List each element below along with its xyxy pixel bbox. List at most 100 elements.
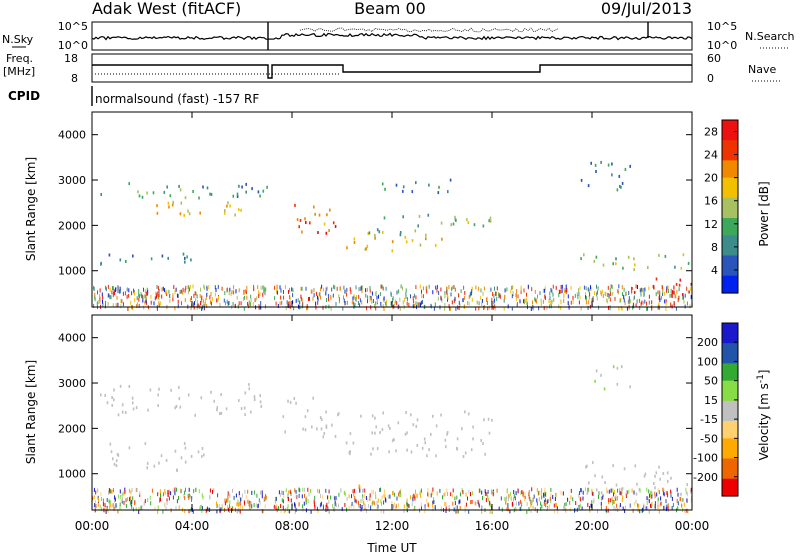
clutter-point: [524, 491, 526, 496]
clutter-point: [550, 488, 552, 492]
data-point: [388, 450, 390, 454]
data-point: [158, 387, 160, 391]
clutter-point: [319, 504, 321, 509]
clutter-point: [109, 488, 111, 493]
clutter-point: [164, 502, 166, 507]
clutter-point: [289, 287, 290, 292]
clutter-point: [200, 301, 202, 306]
data-point: [287, 399, 289, 403]
clutter-point: [150, 501, 152, 506]
colorbar-segment: [722, 472, 738, 477]
data-point: [259, 400, 262, 404]
clutter-point: [413, 493, 415, 498]
clutter-point: [159, 498, 161, 503]
clutter-point: [621, 498, 623, 503]
colorbar-segment: [722, 432, 738, 437]
clutter-point: [263, 496, 265, 501]
data-point: [368, 231, 371, 235]
clutter-point: [432, 487, 434, 492]
clutter-point: [330, 495, 332, 500]
clutter-point: [507, 503, 509, 507]
data-point: [675, 282, 678, 286]
data-point: [121, 403, 124, 407]
clutter-point: [420, 502, 422, 507]
data-point: [620, 487, 623, 491]
clutter-point: [463, 285, 465, 290]
clutter-point: [365, 496, 367, 500]
clutter-point: [193, 293, 195, 298]
clutter-point: [124, 291, 126, 296]
clutter-point: [179, 290, 181, 295]
clutter-point: [657, 501, 659, 505]
clutter-point: [131, 488, 133, 492]
clutter-point: [431, 491, 433, 496]
x-tick-label: 04:00: [175, 519, 210, 533]
clutter-point: [667, 503, 669, 508]
clutter-point: [131, 291, 133, 296]
clutter-point: [371, 291, 373, 296]
data-point: [306, 409, 309, 413]
clutter-point: [648, 286, 650, 291]
data-point: [174, 449, 177, 453]
clutter-point: [108, 499, 110, 504]
clutter-point: [651, 502, 653, 507]
clutter-point: [107, 509, 109, 514]
clutter-point: [658, 490, 660, 495]
nsky-panel-frame: [91, 21, 693, 51]
data-point: [428, 448, 430, 452]
clutter-point: [320, 295, 321, 300]
clutter-point: [626, 306, 628, 311]
data-point: [654, 486, 656, 490]
clutter-point: [541, 504, 543, 509]
clutter-point: [173, 285, 175, 290]
clutter-point: [585, 292, 587, 297]
clutter-point: [392, 491, 393, 495]
clutter-point: [306, 306, 307, 311]
data-point: [100, 193, 102, 196]
clutter-point: [609, 306, 611, 311]
clutter-point: [168, 490, 170, 495]
clutter-point: [350, 504, 352, 508]
data-point: [158, 461, 160, 465]
data-point: [615, 483, 618, 487]
clutter-point: [396, 290, 398, 295]
clutter-point: [618, 284, 620, 289]
clutter-point: [165, 506, 167, 511]
clutter-point: [655, 292, 657, 297]
clutter-point: [172, 297, 174, 302]
clutter-point: [509, 509, 511, 514]
clutter-point: [563, 298, 565, 303]
clutter-point: [258, 498, 260, 503]
clutter-point: [377, 504, 379, 509]
clutter-point: [303, 501, 305, 506]
data-point: [360, 414, 362, 418]
data-point: [317, 231, 319, 234]
clutter-point: [101, 292, 103, 297]
clutter-point: [295, 494, 297, 499]
clutter-point: [662, 292, 664, 296]
clutter-point: [187, 285, 189, 290]
clutter-point: [102, 502, 104, 507]
clutter-point: [150, 300, 152, 305]
clutter-point: [99, 504, 101, 509]
x-tick-label: 08:00: [275, 519, 310, 533]
clutter-point: [141, 294, 143, 299]
clutter-point: [460, 289, 462, 294]
clutter-point: [210, 301, 212, 306]
clutter-point: [640, 292, 642, 297]
clutter-point: [219, 302, 221, 307]
clutter-point: [193, 489, 195, 494]
clutter-point: [310, 509, 312, 514]
data-point: [167, 256, 169, 260]
clutter-point: [444, 291, 446, 295]
clutter-point: [94, 292, 96, 297]
clutter-point: [297, 298, 299, 303]
clutter-point: [112, 488, 114, 493]
clutter-point: [265, 495, 267, 500]
clutter-point: [520, 290, 522, 294]
colorbar-tick-label: -15: [700, 413, 718, 426]
data-point: [615, 262, 617, 266]
clutter-point: [592, 296, 594, 301]
clutter-point: [619, 503, 621, 507]
